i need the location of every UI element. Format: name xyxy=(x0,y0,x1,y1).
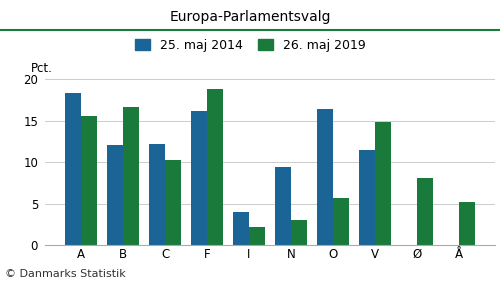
Bar xyxy=(82,116,98,245)
Bar xyxy=(317,109,333,245)
Bar xyxy=(275,167,291,245)
Bar xyxy=(233,212,249,245)
Bar xyxy=(333,198,349,245)
Bar xyxy=(108,145,124,245)
Bar xyxy=(359,150,375,245)
Bar xyxy=(66,93,82,245)
Bar xyxy=(249,227,265,245)
Bar xyxy=(207,89,223,245)
Bar xyxy=(165,160,181,245)
Text: Pct.: Pct. xyxy=(31,62,53,75)
Bar xyxy=(124,107,139,245)
Text: © Danmarks Statistik: © Danmarks Statistik xyxy=(5,269,126,279)
Bar xyxy=(416,178,432,245)
Text: Europa-Parlamentsvalg: Europa-Parlamentsvalg xyxy=(169,10,331,24)
Bar xyxy=(375,122,390,245)
Bar xyxy=(191,111,207,245)
Bar xyxy=(291,221,307,245)
Legend: 25. maj 2014, 26. maj 2019: 25. maj 2014, 26. maj 2019 xyxy=(134,39,366,52)
Bar xyxy=(150,144,165,245)
Bar xyxy=(458,202,474,245)
